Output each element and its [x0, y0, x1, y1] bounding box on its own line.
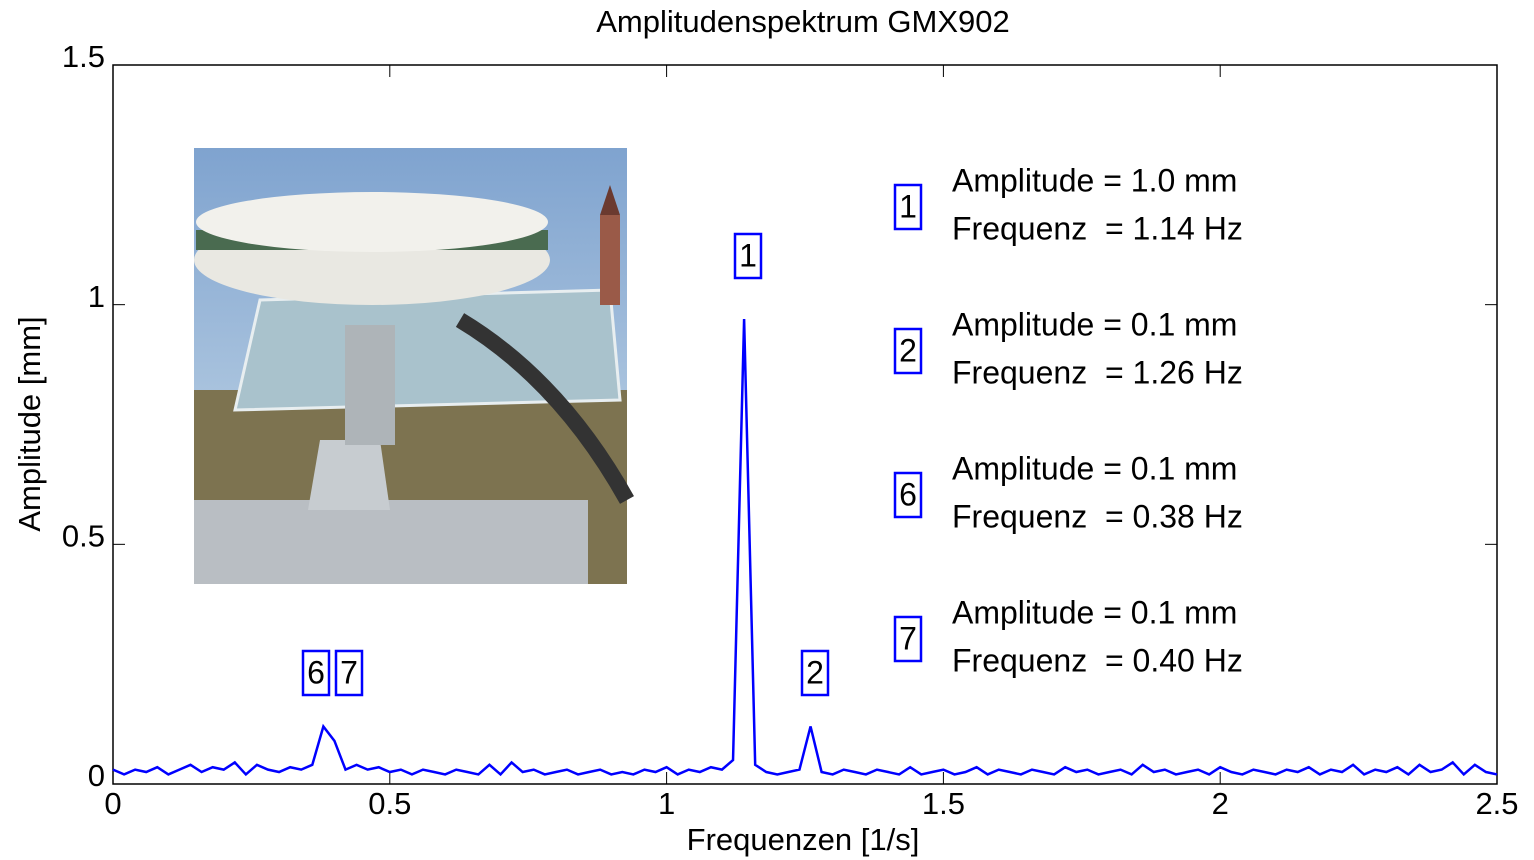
- marker-label: 7: [340, 654, 358, 690]
- marker-label: 7: [899, 620, 917, 656]
- marker-label: 6: [307, 654, 325, 690]
- marker-box: [893, 615, 923, 663]
- marker-box: [733, 232, 763, 280]
- x-tick-label: 0.5: [368, 786, 411, 821]
- marker-label: 2: [806, 654, 824, 690]
- x-tick-label: 2: [1212, 786, 1229, 821]
- y-tick-label: 1.5: [62, 39, 105, 74]
- x-tick-label: 1: [658, 786, 675, 821]
- marker-label: 1: [899, 188, 917, 224]
- marker-box: [334, 649, 364, 697]
- y-axis-label: Amplitude [mm]: [12, 316, 47, 531]
- marker-box: [893, 327, 923, 375]
- x-axis-label: Frequenzen [1/s]: [687, 822, 920, 857]
- marker-label: 1: [739, 237, 757, 273]
- y-tick-label: 1: [88, 279, 105, 314]
- marker-label: 2: [899, 332, 917, 368]
- marker-box: [893, 471, 923, 519]
- x-tick-label: 2.5: [1475, 786, 1518, 821]
- annotation-text: Frequenz = 1.14 Hz: [952, 210, 1243, 246]
- annotation-text: Amplitude = 0.1 mm: [952, 306, 1237, 342]
- x-tick-label: 1.5: [922, 786, 965, 821]
- line: [112, 319, 1498, 777]
- y-tick-label: 0.5: [62, 519, 105, 554]
- x-tick-label: 0: [104, 786, 121, 821]
- annotation-text: Amplitude = 0.1 mm: [952, 450, 1237, 486]
- marker-label: 6: [899, 476, 917, 512]
- annotation-text: Frequenz = 1.26 Hz: [952, 354, 1243, 390]
- y-tick-label: 0: [88, 758, 105, 793]
- marker-box: [301, 649, 331, 697]
- marker-box: [800, 649, 830, 697]
- annotation-text: Frequenz = 0.38 Hz: [952, 498, 1243, 534]
- marker-box: [893, 183, 923, 231]
- annotation-text: Amplitude = 0.1 mm: [952, 594, 1237, 630]
- chart-title: Amplitudenspektrum GMX902: [596, 4, 1010, 39]
- photo: [194, 148, 634, 584]
- annotation-text: Amplitude = 1.0 mm: [952, 162, 1237, 198]
- annotation-text: Frequenz = 0.40 Hz: [952, 642, 1243, 678]
